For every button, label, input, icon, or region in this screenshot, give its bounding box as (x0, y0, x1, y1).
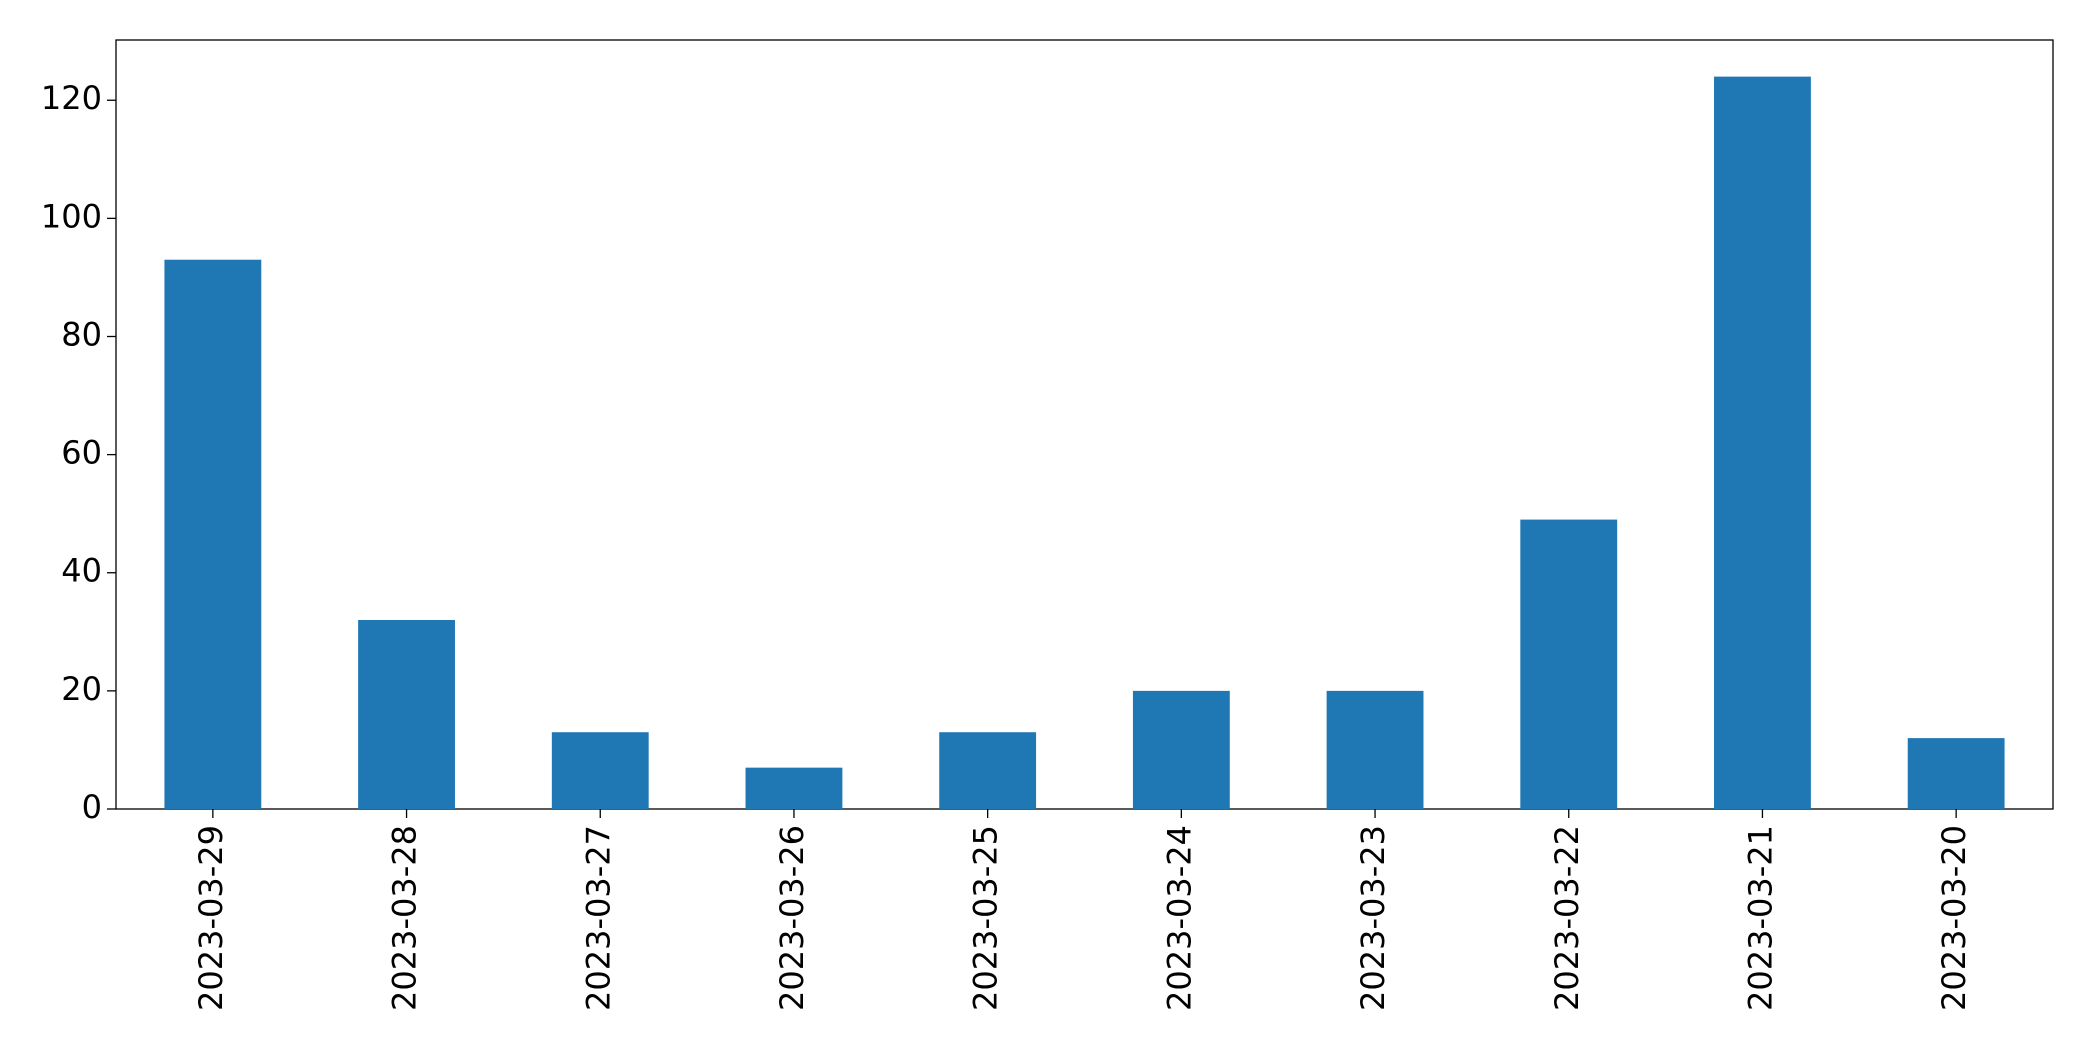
x-tick-label: 2023-03-21 (1741, 825, 1779, 1011)
bar (1520, 519, 1618, 809)
bar (1326, 690, 1424, 809)
x-tick-label: 2023-03-23 (1354, 825, 1392, 1011)
bar (1907, 738, 2005, 809)
x-tick-label: 2023-03-25 (967, 825, 1005, 1011)
x-tick-label: 2023-03-24 (1160, 825, 1198, 1011)
x-tick-label: 2023-03-27 (579, 825, 617, 1011)
bar (1714, 76, 1811, 810)
y-tick-label: 60 (61, 434, 102, 472)
x-tick-label: 2023-03-20 (1935, 825, 1973, 1011)
y-tick-label: 120 (41, 79, 102, 117)
bar (939, 732, 1037, 809)
y-tick-label: 80 (61, 315, 102, 353)
bar (358, 619, 455, 809)
x-tick-label: 2023-03-26 (773, 825, 811, 1011)
bar (164, 259, 262, 809)
x-tick-label: 2023-03-28 (386, 825, 424, 1011)
y-tick-label: 40 (61, 552, 102, 590)
y-tick-label: 20 (61, 670, 102, 708)
x-tick-label: 2023-03-22 (1548, 825, 1586, 1011)
bar (551, 732, 649, 809)
x-tick-label: 2023-03-29 (192, 825, 230, 1011)
bar (1132, 690, 1230, 809)
y-tick-label: 0 (82, 788, 102, 826)
bar (745, 767, 843, 809)
y-tick-label: 100 (41, 197, 102, 235)
plot-frame (115, 39, 2054, 810)
